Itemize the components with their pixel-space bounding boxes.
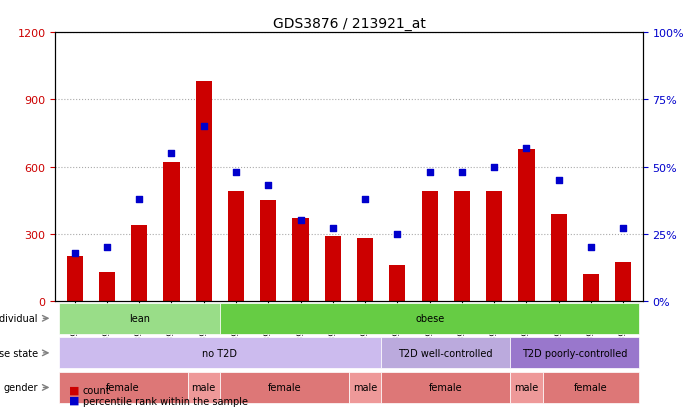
FancyBboxPatch shape xyxy=(381,372,511,403)
Text: T2D well-controlled: T2D well-controlled xyxy=(399,348,493,358)
Point xyxy=(521,145,532,152)
Text: male: male xyxy=(191,382,216,392)
Point xyxy=(166,150,177,157)
Text: no T2D: no T2D xyxy=(202,348,238,358)
Point xyxy=(295,218,306,224)
Bar xyxy=(131,225,147,301)
FancyBboxPatch shape xyxy=(59,337,381,368)
Text: individual: individual xyxy=(0,313,37,323)
Bar xyxy=(518,149,535,301)
FancyBboxPatch shape xyxy=(381,337,511,368)
FancyBboxPatch shape xyxy=(349,372,381,403)
Point xyxy=(102,244,113,251)
Bar xyxy=(196,82,212,301)
FancyBboxPatch shape xyxy=(542,372,639,403)
FancyBboxPatch shape xyxy=(187,372,220,403)
Bar xyxy=(163,163,180,301)
Point xyxy=(263,183,274,189)
Text: male: male xyxy=(514,382,538,392)
Text: percentile rank within the sample: percentile rank within the sample xyxy=(83,396,248,406)
Bar xyxy=(551,214,567,301)
Text: ■: ■ xyxy=(69,385,79,394)
FancyBboxPatch shape xyxy=(511,372,542,403)
Point xyxy=(392,231,403,237)
Text: lean: lean xyxy=(129,313,150,323)
FancyBboxPatch shape xyxy=(511,337,639,368)
Point xyxy=(618,225,629,232)
Text: ■: ■ xyxy=(69,395,79,405)
Point xyxy=(133,196,144,203)
Text: female: female xyxy=(106,382,140,392)
Text: male: male xyxy=(353,382,377,392)
Bar xyxy=(261,201,276,301)
Point xyxy=(231,169,242,176)
FancyBboxPatch shape xyxy=(220,303,639,334)
Point xyxy=(359,196,370,203)
Text: gender: gender xyxy=(3,382,37,392)
Point xyxy=(424,169,435,176)
FancyBboxPatch shape xyxy=(220,372,349,403)
FancyBboxPatch shape xyxy=(59,372,187,403)
Bar xyxy=(228,192,244,301)
Bar xyxy=(454,192,470,301)
Text: disease state: disease state xyxy=(0,348,37,358)
Bar xyxy=(99,272,115,301)
Text: count: count xyxy=(83,385,111,395)
Title: GDS3876 / 213921_at: GDS3876 / 213921_at xyxy=(272,17,426,31)
Bar xyxy=(325,237,341,301)
Bar xyxy=(422,192,437,301)
Point xyxy=(69,250,80,256)
Bar xyxy=(357,239,373,301)
Bar xyxy=(66,256,83,301)
Bar xyxy=(583,275,599,301)
Point xyxy=(489,164,500,171)
Bar xyxy=(486,192,502,301)
Point xyxy=(585,244,596,251)
Text: female: female xyxy=(267,382,301,392)
Text: female: female xyxy=(429,382,462,392)
Point xyxy=(456,169,467,176)
Text: T2D poorly-controlled: T2D poorly-controlled xyxy=(522,348,627,358)
Text: female: female xyxy=(574,382,608,392)
Bar xyxy=(389,266,406,301)
Point xyxy=(328,225,339,232)
Text: obese: obese xyxy=(415,313,444,323)
FancyBboxPatch shape xyxy=(59,303,220,334)
Bar xyxy=(292,218,309,301)
Point xyxy=(198,123,209,130)
Point xyxy=(553,177,565,184)
Bar xyxy=(615,262,632,301)
